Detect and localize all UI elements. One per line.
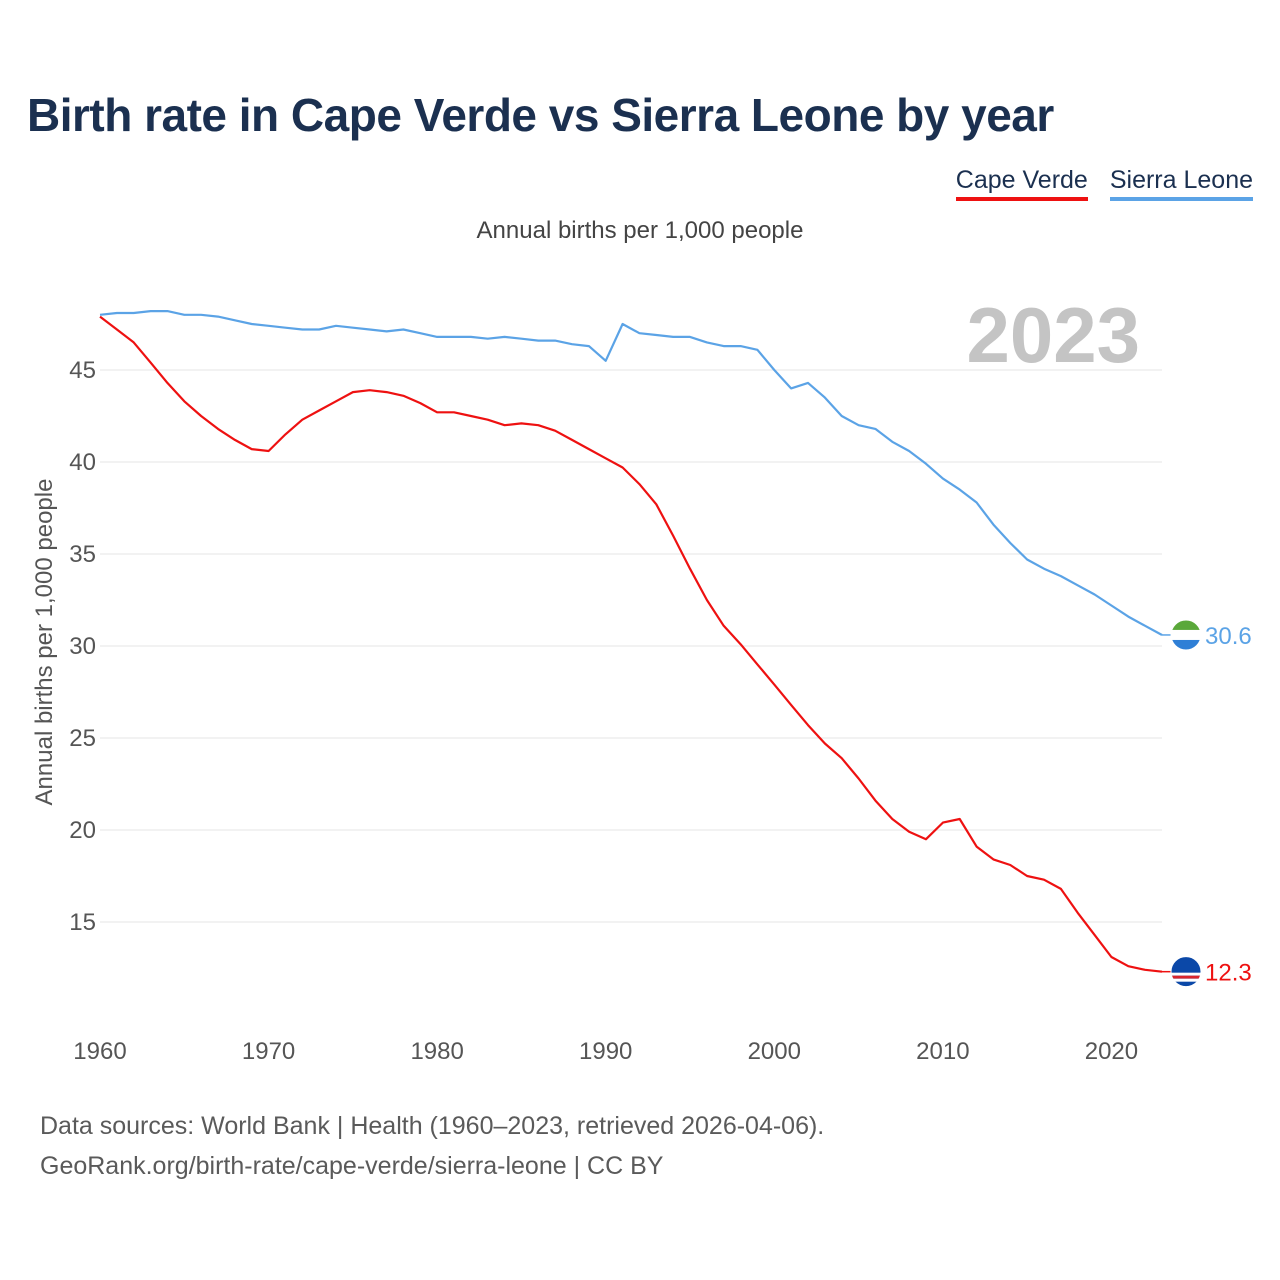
legend: Cape Verde Sierra Leone	[955, 166, 1253, 201]
y-tick-label: 45	[69, 357, 96, 384]
x-tick-label: 1990	[579, 1038, 632, 1065]
legend-item-cape-verde[interactable]: Cape Verde	[955, 166, 1088, 201]
x-tick-label: 2000	[748, 1038, 801, 1065]
x-tick-label: 2010	[916, 1038, 969, 1065]
y-tick-label: 15	[69, 909, 96, 936]
source-note: Data sources: World Bank | Health (1960–…	[40, 1106, 824, 1186]
flag-icon-cape-verde	[1170, 956, 1202, 988]
y-tick-label: 25	[69, 725, 96, 752]
end-markers: 12.3 30.6	[1162, 619, 1252, 988]
legend-item-sierra-leone[interactable]: Sierra Leone	[1109, 166, 1253, 201]
source-line-1: Data sources: World Bank | Health (1960–…	[40, 1112, 825, 1140]
x-tick-label: 1960	[73, 1038, 126, 1065]
x-tick-label: 1970	[242, 1038, 295, 1065]
x-tick-label: 1980	[410, 1038, 463, 1065]
y-tick-label: 30	[69, 633, 96, 660]
gridlines	[100, 369, 1162, 923]
y-axis-label: Annual births per 1,000 people	[31, 479, 58, 806]
y-axis-ticks: 15 20 25 30 35 40 45	[69, 357, 96, 936]
y-tick-label: 20	[69, 817, 96, 844]
source-line-2: GeoRank.org/birth-rate/cape-verde/sierra…	[40, 1152, 664, 1180]
series-line-cape-verde	[99, 315, 1163, 973]
flag-icon-sierra-leone	[1170, 619, 1202, 651]
x-tick-label: 2020	[1085, 1038, 1138, 1065]
end-value-label-sierra-leone: 30.6	[1205, 623, 1252, 650]
y-tick-label: 40	[69, 449, 96, 476]
year-display: 2023	[966, 291, 1140, 379]
series-lines	[99, 310, 1163, 973]
x-axis-ticks: 1960 1970 1980 1990 2000 2010 2020	[73, 1038, 1138, 1065]
chart-title: Birth rate in Cape Verde vs Sierra Leone…	[27, 89, 1054, 141]
y-tick-label: 35	[69, 541, 96, 568]
chart-area: 15 20 25 30 35 40 45 1960 1970 1980 1990 2000 2010 2…	[31, 291, 1252, 1065]
series-line-sierra-leone	[99, 310, 1163, 636]
chart-subtitle: Annual births per 1,000 people	[476, 217, 804, 244]
end-value-label-cape-verde: 12.3	[1205, 960, 1252, 987]
